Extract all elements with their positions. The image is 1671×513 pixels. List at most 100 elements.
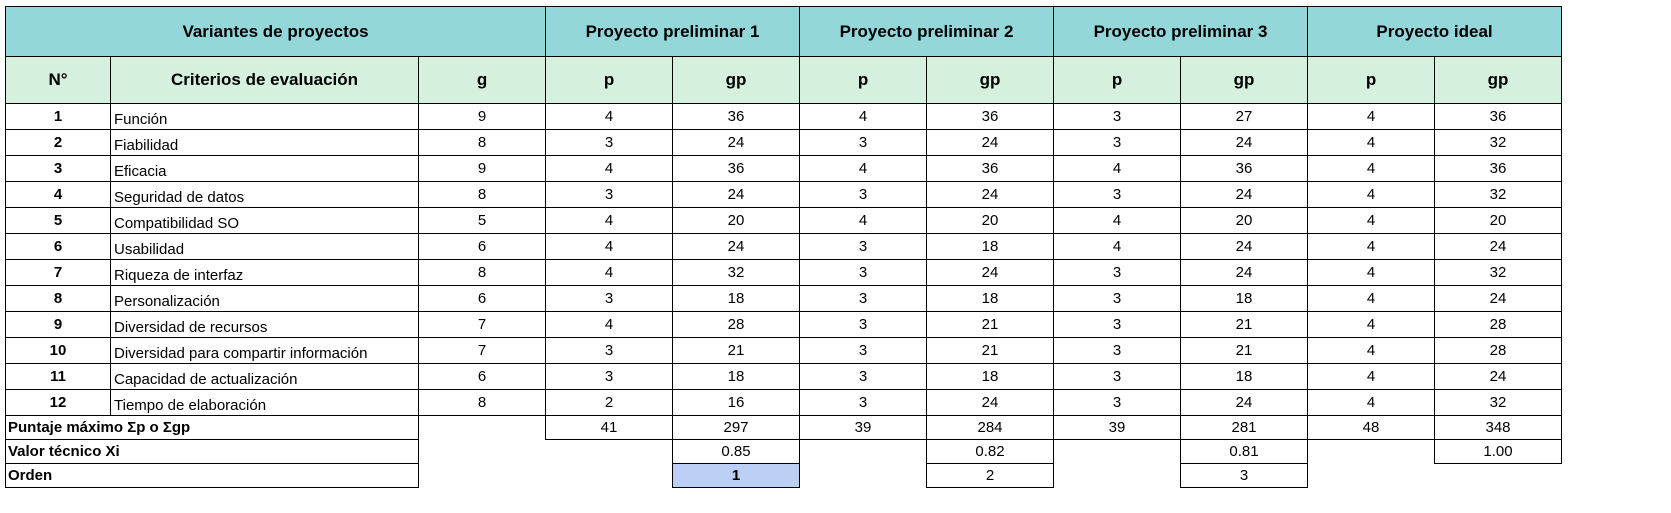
ideal-p: 4	[1307, 259, 1436, 286]
proj3-gp: 20	[1180, 207, 1309, 234]
proj1-gp: 28	[672, 311, 801, 338]
proj3-gp: 21	[1180, 311, 1309, 338]
proj1-p: 3	[545, 129, 674, 156]
criteria-number: 8	[5, 285, 111, 312]
xi-proj3: 0.81	[1180, 439, 1309, 464]
criteria-name: Fiabilidad	[110, 129, 419, 156]
header-proj3: Proyecto preliminar 3	[1053, 6, 1309, 57]
criteria-number: 3	[5, 155, 111, 182]
subheader-g: g	[417, 56, 547, 104]
proj1-gp: 24	[672, 233, 801, 260]
xi-ideal: 1.00	[1434, 439, 1563, 464]
ideal-p: 4	[1307, 285, 1436, 312]
evaluation-table: Variantes de proyectos Proyecto prelimin…	[4, 6, 1563, 488]
proj1-p: 3	[545, 337, 674, 364]
table-row: 3 Eficacia 9 4 36 4 36 4 36 4 36	[5, 155, 1563, 182]
proj1-p: 2	[545, 389, 674, 416]
max-p3: 39	[1053, 415, 1182, 440]
proj1-p: 4	[545, 207, 674, 234]
weight-g: 6	[417, 233, 547, 260]
proj3-gp: 27	[1180, 103, 1309, 130]
header-row: Variantes de proyectos Proyecto prelimin…	[4, 6, 1563, 57]
proj1-p: 4	[545, 259, 674, 286]
ideal-p: 4	[1307, 129, 1436, 156]
proj2-p: 3	[799, 311, 928, 338]
criteria-number: 10	[5, 337, 111, 364]
max-gp1: 297	[672, 415, 801, 440]
proj2-gp: 24	[926, 181, 1055, 208]
weight-g: 5	[417, 207, 547, 234]
ideal-p: 4	[1307, 155, 1436, 182]
header-variants: Variantes de proyectos	[4, 6, 547, 57]
proj3-p: 3	[1053, 129, 1182, 156]
subheader-pi: p	[1307, 56, 1436, 104]
weight-g: 8	[417, 129, 547, 156]
proj3-p: 3	[1053, 363, 1182, 390]
max-gp3: 281	[1180, 415, 1309, 440]
ideal-p: 4	[1307, 337, 1436, 364]
header-proj2: Proyecto preliminar 2	[799, 6, 1055, 57]
proj2-p: 4	[799, 155, 928, 182]
criteria-number: 6	[5, 233, 111, 260]
criteria-name: Riqueza de interfaz	[110, 259, 419, 286]
proj2-p: 4	[799, 207, 928, 234]
technical-value-label: Valor técnico Xi	[5, 439, 419, 464]
table-row: 7 Riqueza de interfaz 8 4 32 3 24 3 24 4 32	[5, 259, 1563, 286]
subheader-gp3: gp	[1180, 56, 1309, 104]
subheader-p3: p	[1053, 56, 1182, 104]
proj1-gp: 36	[672, 155, 801, 182]
ideal-p: 4	[1307, 311, 1436, 338]
proj1-gp: 18	[672, 285, 801, 312]
proj3-p: 3	[1053, 181, 1182, 208]
table-row: 9 Diversidad de recursos 7 4 28 3 21 3 21 4 28	[5, 311, 1563, 338]
technical-value-row: Valor técnico Xi 0.85 0.82 0.81 1.00	[5, 439, 1563, 464]
proj3-p: 3	[1053, 259, 1182, 286]
ideal-gp: 28	[1434, 337, 1563, 364]
ideal-p: 4	[1307, 207, 1436, 234]
table-row: 6 Usabilidad 6 4 24 3 18 4 24 4 24	[5, 233, 1563, 260]
table-row: 1 Función 9 4 36 4 36 3 27 4 36	[5, 103, 1563, 130]
header-ideal: Proyecto ideal	[1307, 6, 1563, 57]
subheader-p1: p	[545, 56, 674, 104]
ideal-gp: 32	[1434, 389, 1563, 416]
proj2-gp: 24	[926, 259, 1055, 286]
proj3-gp: 18	[1180, 285, 1309, 312]
weight-g: 7	[417, 337, 547, 364]
proj2-gp: 36	[926, 155, 1055, 182]
ideal-gp: 32	[1434, 181, 1563, 208]
max-score-row: Puntaje máximo Σp o Σgp 41 297 39 284 39…	[5, 415, 1563, 440]
weight-g: 8	[417, 259, 547, 286]
criteria-name: Eficacia	[110, 155, 419, 182]
proj3-gp: 21	[1180, 337, 1309, 364]
proj2-p: 3	[799, 259, 928, 286]
weight-g: 8	[417, 389, 547, 416]
proj2-p: 3	[799, 389, 928, 416]
ideal-gp: 24	[1434, 285, 1563, 312]
proj2-gp: 18	[926, 363, 1055, 390]
order-proj2: 2	[926, 463, 1055, 488]
proj1-p: 4	[545, 311, 674, 338]
ideal-gp: 32	[1434, 259, 1563, 286]
table-row: 2 Fiabilidad 8 3 24 3 24 3 24 4 32	[5, 129, 1563, 156]
ideal-gp: 24	[1434, 363, 1563, 390]
ideal-p: 4	[1307, 103, 1436, 130]
order-proj3: 3	[1180, 463, 1309, 488]
criteria-name: Diversidad de recursos	[110, 311, 419, 338]
proj3-gp: 24	[1180, 181, 1309, 208]
proj1-gp: 18	[672, 363, 801, 390]
weight-g: 7	[417, 311, 547, 338]
max-gp2: 284	[926, 415, 1055, 440]
criteria-name: Capacidad de actualización	[110, 363, 419, 390]
criteria-name: Compatibilidad SO	[110, 207, 419, 234]
proj1-p: 3	[545, 181, 674, 208]
proj2-p: 3	[799, 285, 928, 312]
criteria-name: Usabilidad	[110, 233, 419, 260]
xi-proj1: 0.85	[672, 439, 801, 464]
proj1-gp: 16	[672, 389, 801, 416]
proj2-gp: 20	[926, 207, 1055, 234]
proj2-p: 3	[799, 129, 928, 156]
criteria-number: 2	[5, 129, 111, 156]
order-proj1-selected[interactable]: 1	[672, 463, 801, 488]
proj1-p: 4	[545, 103, 674, 130]
weight-g: 8	[417, 181, 547, 208]
